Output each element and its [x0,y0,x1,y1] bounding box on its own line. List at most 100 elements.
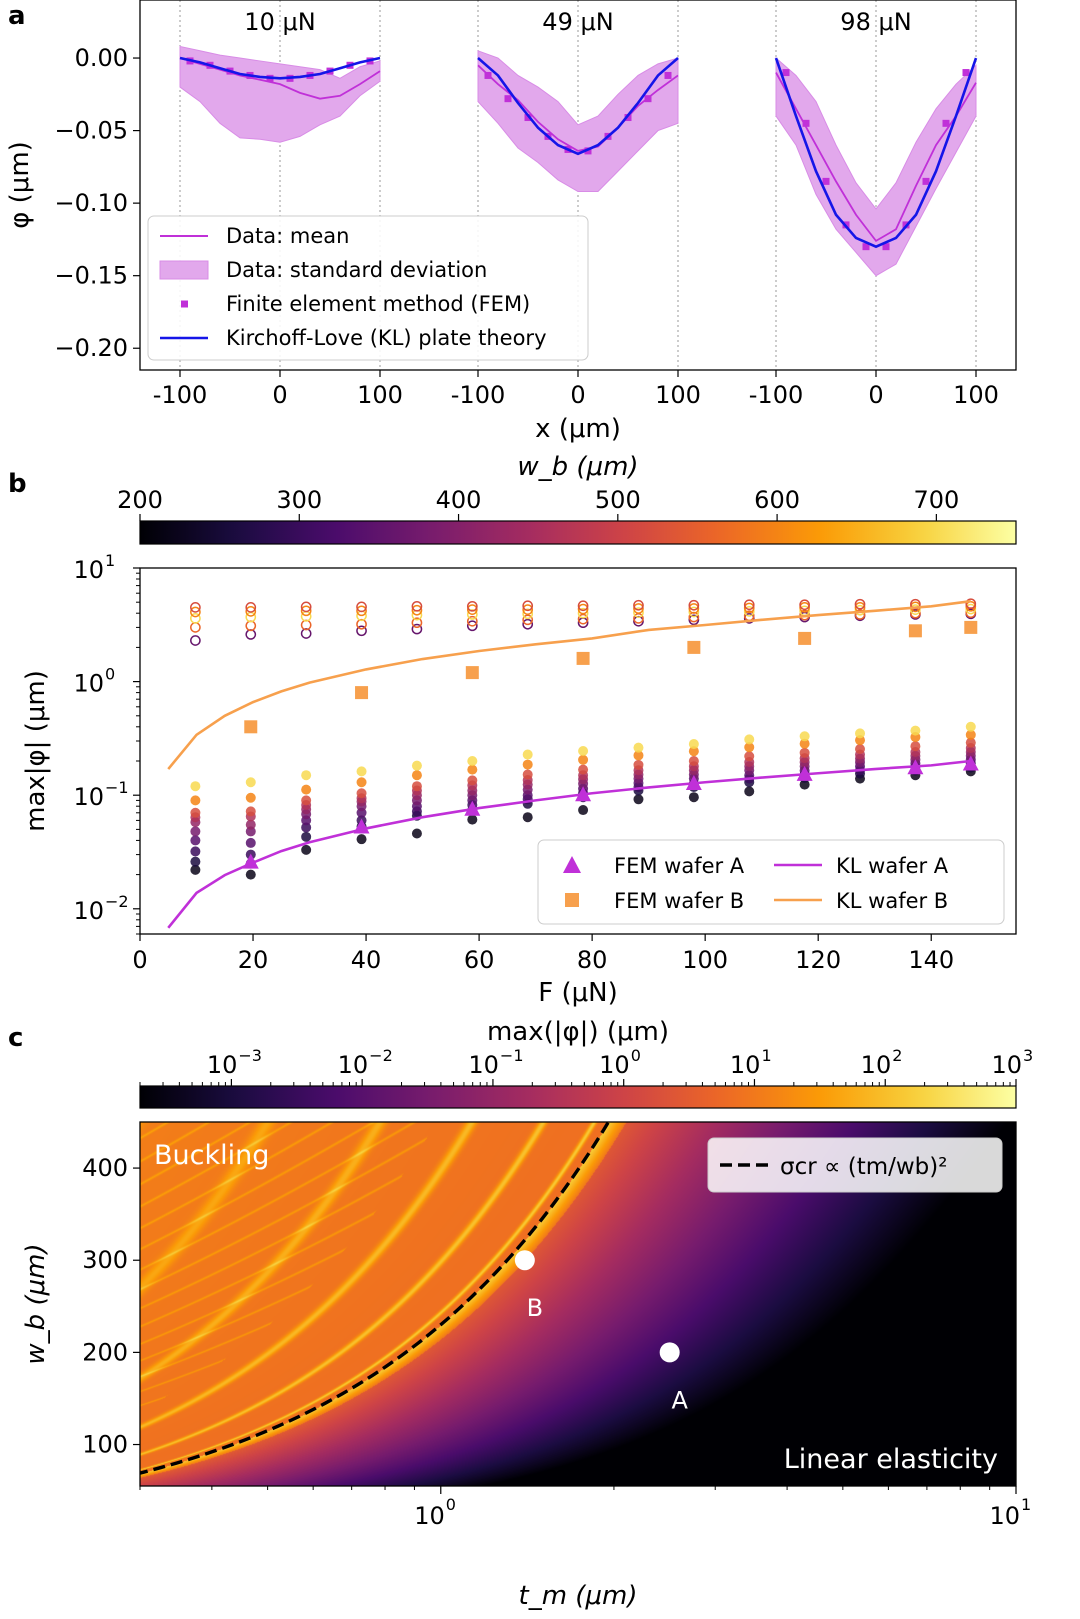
sweep-point [301,784,312,795]
colorbar-tick-exp-c: 0 [631,1046,641,1065]
x-tick-label-a: -100 [749,381,803,409]
fem-wafer-b-point [465,666,479,680]
y-tick-exp-b: −2 [105,892,129,911]
fem-point-3 [942,119,950,127]
sweep-point [688,792,699,803]
colorbar-label-b: w_b (μm) [517,452,638,482]
fem-wafer-a-point [575,786,592,802]
sweep-point [245,837,256,848]
open-point [633,599,644,611]
fem-point-3 [802,119,810,127]
open-point [300,601,312,613]
colorbar-tick-exp-c: 2 [892,1046,902,1065]
x-tick-label-a: -100 [451,381,505,409]
colorbar-label-c: max(|φ|) (μm) [487,1017,669,1047]
sweep-point [910,741,921,752]
sweep-point [245,869,256,880]
x-tick-label-c: 10 [989,1502,1020,1530]
open-point [799,599,810,611]
open-point [190,613,201,624]
panel-label: b [8,469,27,499]
plot-area-c [140,1122,680,1475]
y-tick-label-a: −0.15 [54,262,128,290]
kl-line-1 [179,56,381,80]
x-tick-label-a: 100 [357,381,403,409]
std-band-3 [775,56,977,277]
open-point [688,614,700,626]
open-point [910,604,921,615]
sweep-point [411,760,422,771]
fem-wafer-b-point [244,720,258,734]
y-tick-label-a: −0.10 [54,189,128,217]
legend-label-a: Finite element method (FEM) [226,292,530,316]
x-tick-label-a: 0 [272,381,287,409]
legend-label-b: KL wafer A [836,854,949,878]
y-axis-label-b: max|φ| (μm) [21,670,51,832]
legend-swatch-fem-a [563,856,581,873]
fem-wafer-a-point [796,765,813,781]
legend-label-a: Data: mean [226,224,349,248]
open-point [965,603,977,615]
point-A [659,1342,680,1363]
legend-box-b [537,839,1005,925]
fem-point-2 [624,114,632,122]
x-tick-label-b: 140 [908,946,954,974]
x-tick-label-b: 0 [132,946,147,974]
open-point [411,623,423,635]
open-point [522,604,534,615]
x-tick-label-a: -100 [153,381,207,409]
open-point [688,599,700,611]
sweep-point [688,746,699,757]
open-point [688,606,700,618]
sweep-point [190,781,201,792]
open-point [411,604,423,616]
fem-point-3 [922,177,930,185]
sweep-point [688,756,699,767]
y-axis-label-c: w_b (μm) [21,1243,51,1364]
sweep-point [910,725,921,736]
fem-point-3 [822,177,830,185]
y-tick-label-b: 10 [73,897,104,925]
open-point [190,602,201,613]
sweep-point [356,777,367,788]
sweep-point [744,742,755,753]
open-point [522,618,534,630]
colorbar-tick-label-c: 10 [338,1051,369,1079]
legend-label-b: KL wafer B [836,889,948,913]
legend-label-b: FEM wafer B [614,889,744,913]
legend-box-c [707,1137,1003,1193]
x-tick-label-a: 100 [655,381,701,409]
y-tick-label-b: 10 [73,783,104,811]
x-tick-exp-c: 0 [446,1495,456,1514]
sweep-point [190,856,201,867]
axes-frame-b [139,567,1017,935]
open-point [300,605,312,617]
kl-line-2 [477,57,679,156]
open-point [245,602,257,613]
fem-point-3 [882,243,890,251]
std-band-2 [477,50,679,193]
x-tick-label-a: 0 [868,381,883,409]
colorbar-tick-label-b: 200 [117,486,163,514]
open-point [466,609,478,620]
sweep-point [411,781,422,792]
open-point [466,615,478,627]
legend-label-b: FEM wafer A [614,854,745,878]
open-point [190,622,201,633]
sweep-point [245,792,256,803]
fem-point-3 [962,69,970,77]
sweep-point [356,766,367,777]
open-point [245,620,257,632]
sweep-point [633,794,644,805]
y-tick-label-c: 200 [82,1338,128,1366]
open-point [743,606,755,617]
sweep-point [522,812,533,823]
open-point [743,599,755,611]
sweep-point [965,721,976,732]
axes-frame-c [139,1121,1017,1487]
open-point [466,604,478,615]
sweep-point [522,749,533,760]
legend-swatch-fem [181,300,188,308]
x-tick-exp-c: 1 [1021,1495,1031,1514]
open-point [466,620,478,632]
